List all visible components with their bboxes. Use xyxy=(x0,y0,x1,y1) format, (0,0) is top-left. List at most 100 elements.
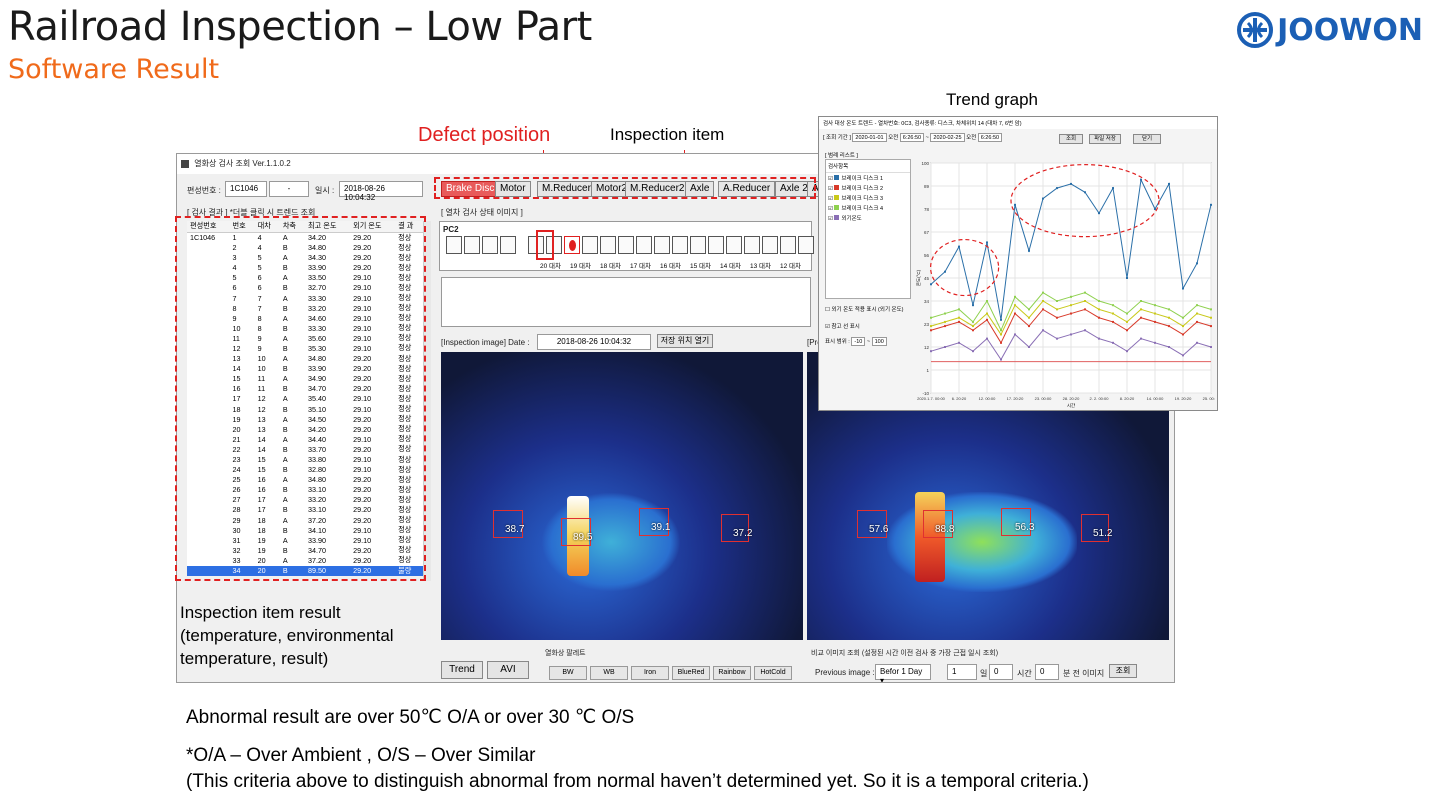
legend-item[interactable]: ☑ 외기온도 xyxy=(826,213,910,223)
start-date-field[interactable]: 2020-01-01 xyxy=(852,133,887,142)
axle-cell[interactable] xyxy=(762,236,778,254)
table-row[interactable]: 33 20 A 37.20 29.20 정상 xyxy=(187,555,423,565)
palette-button[interactable]: BW xyxy=(549,666,587,680)
table-row[interactable]: 20 13 B 34.20 29.20 정상 xyxy=(187,424,423,434)
table-row[interactable]: 26 16 B 33.10 29.20 정상 xyxy=(187,485,423,495)
checkbox-icon[interactable]: ☑ xyxy=(828,206,835,212)
table-row[interactable]: 15 11 A 34.90 29.20 정상 xyxy=(187,374,423,384)
checkbox-icon[interactable]: ☑ xyxy=(828,176,835,182)
datetime-field[interactable]: 2018-08-26 10:04:32 xyxy=(339,181,423,202)
axle-cell[interactable] xyxy=(464,236,480,254)
table-row[interactable]: 34 20 B 89.50 29.20 불량 xyxy=(187,565,423,576)
legend-item[interactable]: ☑ 브레이크 디스크 3 xyxy=(826,193,910,203)
inspection-item-button[interactable]: Motor xyxy=(495,181,531,197)
table-row[interactable]: 4 5 B 33.90 29.20 정상 xyxy=(187,263,423,273)
axle-cell[interactable] xyxy=(726,236,742,254)
trend-save-button[interactable]: 파일 저장 xyxy=(1089,134,1121,144)
axle-cell[interactable] xyxy=(744,236,760,254)
palette-button[interactable]: Iron xyxy=(631,666,669,680)
inspection-item-button[interactable]: M.Reducer xyxy=(537,181,596,197)
axle-cell[interactable] xyxy=(446,236,462,254)
table-row[interactable]: 25 16 A 34.80 29.20 정상 xyxy=(187,475,423,485)
table-row[interactable]: 5 6 A 33.50 29.10 정상 xyxy=(187,273,423,283)
thermal-box-2[interactable] xyxy=(561,518,591,546)
axle-cell[interactable] xyxy=(672,236,688,254)
axle-cell[interactable] xyxy=(600,236,616,254)
column-header[interactable]: 번호 xyxy=(229,221,255,233)
table-row[interactable]: 24 15 B 32.80 29.10 정상 xyxy=(187,465,423,475)
end-time-field[interactable]: 6:26:50 xyxy=(977,133,1003,142)
ambient-checkbox-row[interactable]: ☐ 외기 온도 적용 표시 (외기 온도) xyxy=(825,307,904,313)
table-row[interactable]: 23 15 A 33.80 29.10 정상 xyxy=(187,454,423,465)
train-no-field[interactable]: 1C1046 xyxy=(225,181,267,197)
table-row[interactable]: 18 12 B 35.10 29.10 정상 xyxy=(187,404,423,414)
table-row[interactable]: 10 8 B 33.30 29.10 정상 xyxy=(187,323,423,333)
thermal-box-prev-1[interactable] xyxy=(857,510,887,538)
table-row[interactable]: 12 9 B 35.30 29.10 정상 xyxy=(187,343,423,353)
table-row[interactable]: 14 10 B 33.90 29.20 정상 xyxy=(187,364,423,374)
thermal-box-prev-2[interactable] xyxy=(923,510,953,538)
axle-cell[interactable] xyxy=(546,236,562,254)
trend-button[interactable]: Trend xyxy=(441,661,483,679)
train-no-extra-field[interactable]: - xyxy=(269,181,309,197)
table-row[interactable]: 7 7 A 33.30 29.10 정상 xyxy=(187,293,423,303)
palette-button[interactable]: BlueRed xyxy=(672,666,710,680)
table-scrollbar[interactable] xyxy=(423,221,431,581)
min-field[interactable]: 0 xyxy=(1035,664,1059,680)
table-row[interactable]: 29 18 A 37.20 29.20 정상 xyxy=(187,515,423,525)
legend-item[interactable]: ☑ 브레이크 디스크 1 xyxy=(826,173,910,183)
checkbox-icon[interactable]: ☑ xyxy=(828,216,835,222)
axle-cell[interactable] xyxy=(654,236,670,254)
table-row[interactable]: 11 9 A 35.60 29.10 정상 xyxy=(187,333,423,343)
axle-cell[interactable] xyxy=(636,236,652,254)
day-field[interactable]: 1 xyxy=(947,664,977,680)
palette-button[interactable]: WB xyxy=(590,666,628,680)
hour-field[interactable]: 0 xyxy=(989,664,1013,680)
palette-button[interactable]: Rainbow xyxy=(713,666,751,680)
table-row[interactable]: 13 10 A 34.80 29.20 정상 xyxy=(187,354,423,364)
range-from-field[interactable]: -10 xyxy=(851,337,866,346)
table-row[interactable]: 17 12 A 35.40 29.10 정상 xyxy=(187,394,423,404)
table-row[interactable]: 3 5 A 34.30 29.20 정상 xyxy=(187,253,423,263)
inspection-image-date[interactable]: 2018-08-26 10:04:32 xyxy=(537,334,651,350)
table-row[interactable]: 2 4 B 34.80 29.20 정상 xyxy=(187,243,423,253)
column-header[interactable]: 외기 온도 xyxy=(350,221,396,233)
column-header[interactable]: 결 과 xyxy=(395,221,423,233)
column-header[interactable]: 대차 xyxy=(254,221,280,233)
table-row[interactable]: 1C1046 1 4 A 34.20 29.20 정상 xyxy=(187,232,423,243)
table-row[interactable]: 19 13 A 34.50 29.20 정상 xyxy=(187,414,423,424)
table-row[interactable]: 21 14 A 34.40 29.10 정상 xyxy=(187,434,423,444)
table-row[interactable]: 6 6 B 32.70 29.10 정상 xyxy=(187,283,423,293)
result-table[interactable]: 편성번호 번호 대차 차축 최고 온도 외기 온도 결 과 1C1046 1 4 A 34.20 29… xyxy=(187,221,423,576)
table-row[interactable]: 9 8 A 34.60 29.10 정상 xyxy=(187,313,423,323)
axle-cell[interactable] xyxy=(582,236,598,254)
thermal-box-prev-3[interactable] xyxy=(1001,508,1031,536)
table-row[interactable]: 32 19 B 34.70 29.20 정상 xyxy=(187,545,423,555)
axle-cell[interactable] xyxy=(618,236,634,254)
table-row[interactable]: 16 11 B 34.70 29.20 정상 xyxy=(187,384,423,394)
range-to-field[interactable]: 100 xyxy=(871,337,887,346)
thermal-box-prev-4[interactable] xyxy=(1081,514,1109,542)
column-header[interactable]: 차축 xyxy=(279,221,305,233)
axle-cell[interactable] xyxy=(780,236,796,254)
axle-cell[interactable] xyxy=(564,236,580,254)
axle-cell[interactable] xyxy=(708,236,724,254)
checkbox-icon[interactable]: ☑ xyxy=(828,186,835,192)
trend-search-button[interactable]: 조회 xyxy=(1059,134,1083,144)
open-folder-button[interactable]: 저장 위치 열기 xyxy=(657,334,713,348)
axle-cell[interactable] xyxy=(690,236,706,254)
end-date-field[interactable]: 2020-02-25 xyxy=(930,133,965,142)
thermal-box-3[interactable] xyxy=(639,508,669,536)
column-header[interactable]: 최고 온도 xyxy=(304,221,351,233)
checkbox-icon[interactable]: ☑ xyxy=(828,196,835,202)
palette-button[interactable]: HotCold xyxy=(754,666,792,680)
thermal-box-1[interactable] xyxy=(493,510,523,538)
thermal-box-4[interactable] xyxy=(721,514,749,542)
avi-button[interactable]: AVI xyxy=(487,661,529,679)
table-row[interactable]: 22 14 B 33.70 29.20 정상 xyxy=(187,444,423,454)
column-header[interactable]: 편성번호 xyxy=(187,221,230,233)
table-row[interactable]: 8 7 B 33.20 29.10 정상 xyxy=(187,303,423,313)
axle-cell[interactable] xyxy=(500,236,516,254)
axle-cell[interactable] xyxy=(798,236,814,254)
axle-cell[interactable] xyxy=(482,236,498,254)
